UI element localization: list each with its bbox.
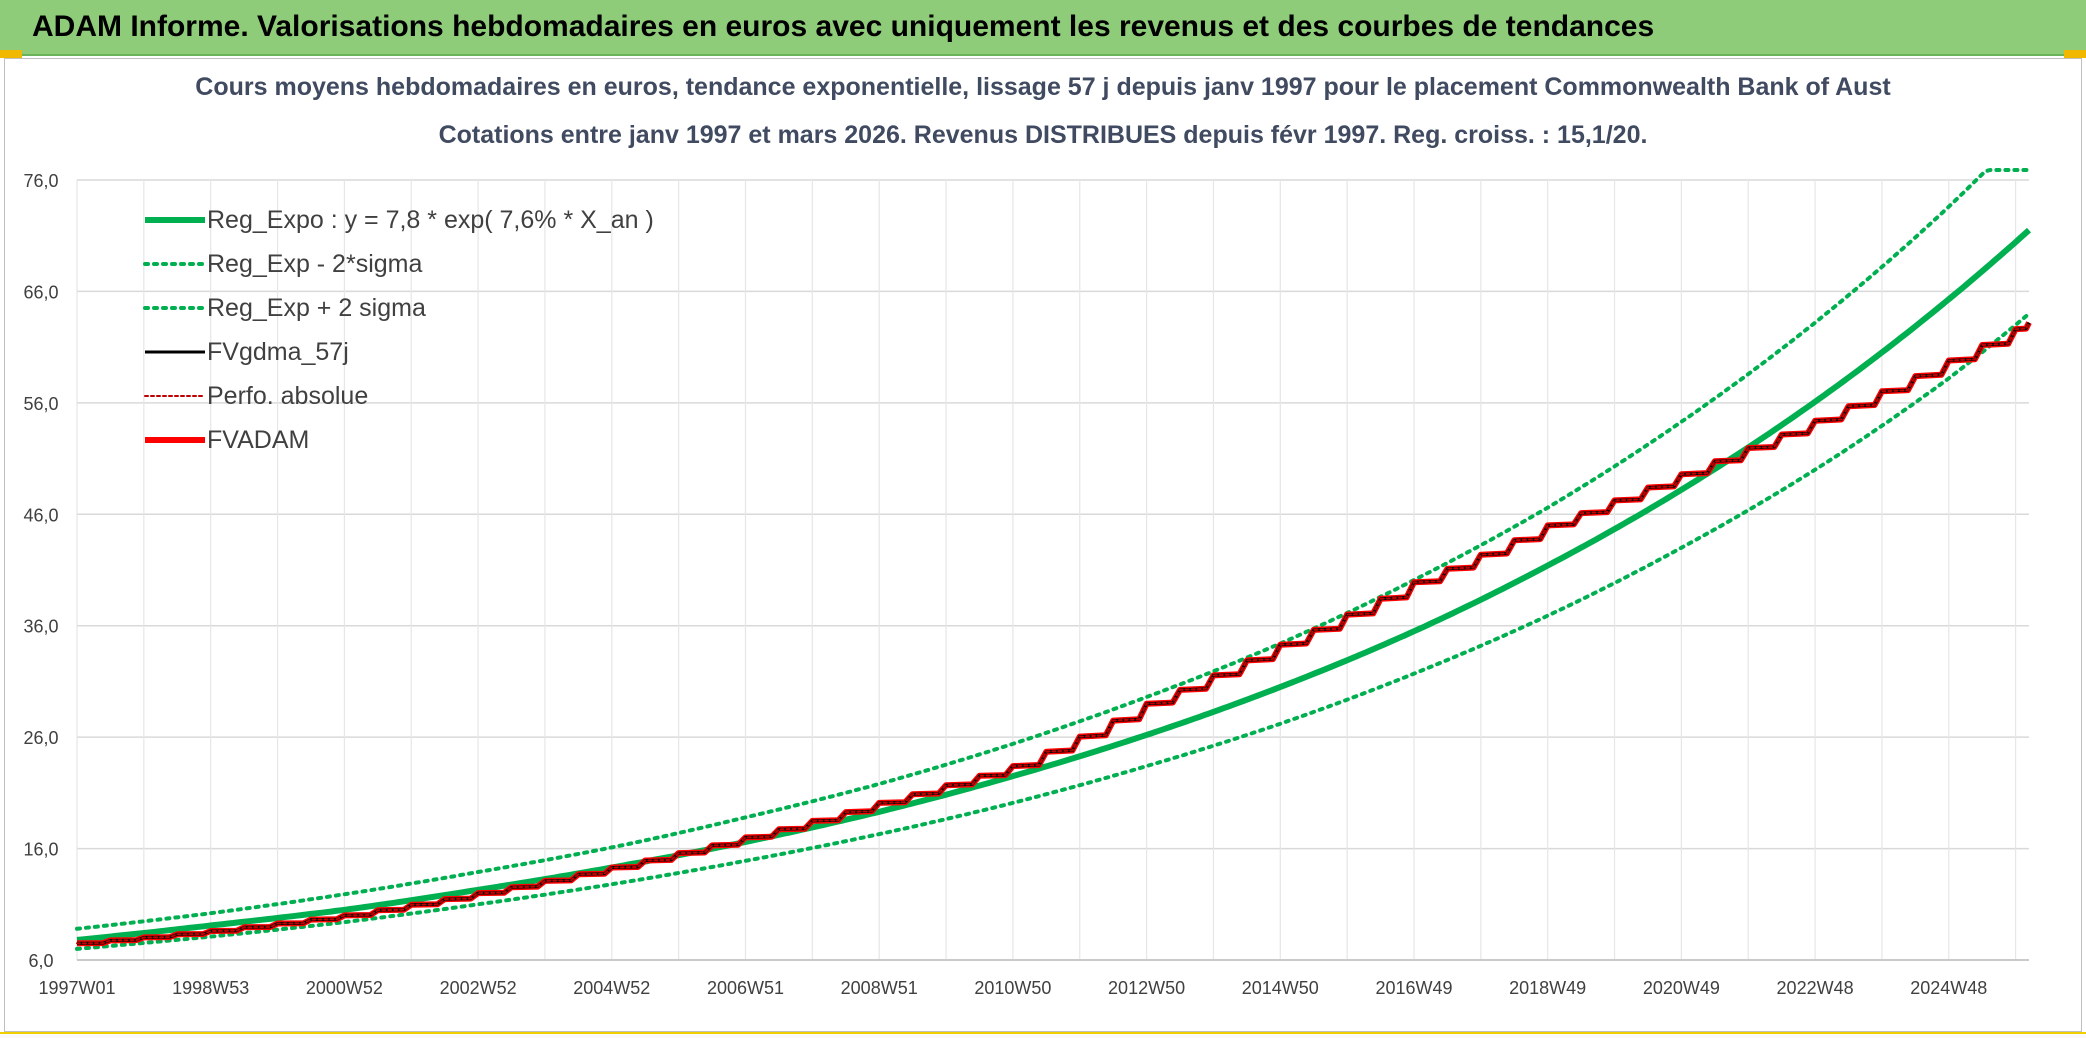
series-line-reg-exp-2-sigma — [75, 168, 2031, 931]
x-tick-label: 2014W50 — [1242, 978, 1319, 998]
y-tick-label: 36,0 — [23, 617, 58, 637]
y-tick-label: 66,0 — [23, 282, 58, 302]
legend-label: FVADAM — [207, 426, 309, 454]
x-tick-label: 2024W48 — [1910, 978, 1987, 998]
x-tick-label: 2000W52 — [306, 978, 383, 998]
chart-legend: Reg_Expo : y = 7,8 * exp( 7,6% * X_an ) R… — [143, 206, 654, 454]
x-tick-label: 1998W53 — [172, 978, 249, 998]
y-tick-label: 6,0 — [28, 951, 53, 971]
legend-label: Perfo. absolue — [207, 382, 368, 410]
x-tick-label: 2016W49 — [1375, 978, 1452, 998]
series-line-fvadam — [76, 321, 2032, 947]
y-tick-label: 46,0 — [23, 505, 58, 525]
x-tick-label: 2020W49 — [1643, 978, 1720, 998]
series-line-perfo-absolue — [76, 321, 2030, 945]
y-tick-label: 26,0 — [23, 728, 58, 748]
y-tick-label: 16,0 — [23, 840, 58, 860]
report-header: ADAM Informe. Valorisations hebdomadaire… — [0, 0, 2086, 56]
header-accent-right — [2064, 50, 2086, 58]
line-chart: Cours moyens hebdomadaires en euros, ten… — [23, 63, 2032, 998]
x-tick-label: 2018W49 — [1509, 978, 1586, 998]
bottom-strip — [0, 1032, 2086, 1038]
chart-title: Cours moyens hebdomadaires en euros, ten… — [195, 73, 1891, 101]
y-tick-label: 76,0 — [23, 171, 58, 191]
chart-subtitle: Cotations entre janv 1997 et mars 2026. … — [439, 121, 1648, 149]
report-title: ADAM Informe. Valorisations hebdomadaire… — [32, 10, 1655, 43]
x-tick-label: 2008W51 — [841, 978, 918, 998]
series-line-fvgdma-57j — [76, 321, 2031, 945]
x-tick-label: 2004W52 — [573, 978, 650, 998]
x-tick-label: 2012W50 — [1108, 978, 1185, 998]
chart-frame: Cours moyens hebdomadaires en euros, ten… — [4, 58, 2082, 1032]
series-line-reg-expo-y-7-8-exp-7-6-x-an — [76, 227, 2032, 943]
chart-series — [75, 168, 2032, 951]
legend-label: Reg_Exp - 2*sigma — [207, 250, 422, 278]
x-tick-label: 2006W51 — [707, 978, 784, 998]
x-tick-label: 2010W50 — [974, 978, 1051, 998]
chart-grid — [76, 179, 2029, 961]
legend-label: Reg_Expo : y = 7,8 * exp( 7,6% * X_an ) — [207, 206, 654, 234]
y-tick-label: 56,0 — [23, 394, 58, 414]
series-line-reg-exp-2-sigma — [75, 311, 2031, 951]
x-tick-label: 2022W48 — [1777, 978, 1854, 998]
legend-label: FVgdma_57j — [207, 338, 349, 366]
x-tick-label: 1997W01 — [38, 978, 115, 998]
axis-labels: 76,0 66,0 56,0 46,0 36,0 26,0 16,0 6,0 1997W01 19… — [23, 171, 1987, 998]
chart-title-backdrop — [235, 63, 1855, 123]
header-accent-left — [0, 50, 22, 58]
x-tick-label: 2002W52 — [440, 978, 517, 998]
legend-label: Reg_Exp + 2 sigma — [207, 294, 426, 322]
